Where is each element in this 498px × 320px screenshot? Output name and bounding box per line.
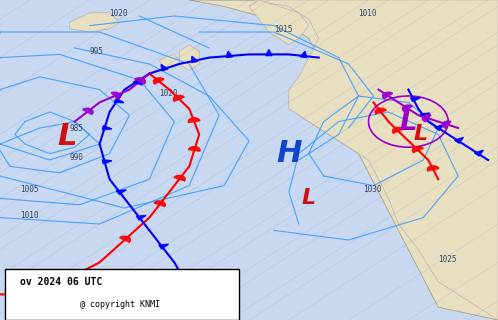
- Polygon shape: [102, 126, 112, 130]
- Text: 1010: 1010: [20, 211, 38, 220]
- Text: 1005: 1005: [20, 185, 38, 194]
- Polygon shape: [173, 95, 184, 101]
- Polygon shape: [300, 51, 307, 58]
- Text: L: L: [414, 124, 428, 144]
- Polygon shape: [159, 244, 168, 249]
- Polygon shape: [154, 201, 165, 206]
- Text: H: H: [276, 139, 302, 168]
- Polygon shape: [266, 50, 272, 56]
- Polygon shape: [111, 92, 121, 99]
- Polygon shape: [375, 108, 386, 114]
- Polygon shape: [410, 98, 420, 101]
- Polygon shape: [420, 113, 430, 117]
- Polygon shape: [35, 287, 43, 295]
- Text: 1020: 1020: [159, 89, 178, 98]
- Text: 1020: 1020: [110, 9, 128, 18]
- Polygon shape: [427, 166, 439, 171]
- Polygon shape: [71, 271, 81, 278]
- Polygon shape: [382, 92, 392, 99]
- Polygon shape: [192, 56, 198, 63]
- Text: 1030: 1030: [364, 185, 382, 194]
- Polygon shape: [182, 299, 192, 302]
- Text: 990: 990: [70, 153, 84, 162]
- Polygon shape: [442, 121, 451, 128]
- Polygon shape: [12, 291, 18, 298]
- Polygon shape: [475, 150, 484, 156]
- Polygon shape: [117, 190, 126, 194]
- Polygon shape: [402, 105, 412, 111]
- Polygon shape: [422, 115, 431, 122]
- Polygon shape: [153, 78, 164, 84]
- Polygon shape: [135, 78, 145, 84]
- Text: L: L: [302, 188, 316, 208]
- Polygon shape: [189, 0, 498, 320]
- Polygon shape: [120, 236, 130, 242]
- Polygon shape: [226, 51, 233, 58]
- Polygon shape: [70, 13, 120, 32]
- Polygon shape: [249, 0, 309, 45]
- Polygon shape: [188, 118, 200, 123]
- Polygon shape: [412, 147, 423, 153]
- Polygon shape: [209, 0, 498, 320]
- Text: L: L: [58, 122, 77, 150]
- Text: 1015: 1015: [274, 25, 292, 34]
- Polygon shape: [161, 65, 168, 71]
- Polygon shape: [455, 137, 464, 143]
- Text: @ copyright KNMI: @ copyright KNMI: [80, 300, 160, 309]
- Text: 985: 985: [70, 124, 84, 133]
- Polygon shape: [174, 175, 185, 181]
- Polygon shape: [102, 160, 112, 164]
- Polygon shape: [179, 45, 199, 70]
- Polygon shape: [114, 99, 124, 103]
- Polygon shape: [136, 215, 146, 220]
- Polygon shape: [392, 127, 403, 133]
- Text: L: L: [399, 108, 417, 136]
- Text: 1010: 1010: [359, 9, 377, 18]
- Polygon shape: [188, 147, 200, 151]
- Polygon shape: [159, 54, 179, 67]
- Text: 1025: 1025: [438, 255, 457, 264]
- Polygon shape: [83, 108, 93, 115]
- Polygon shape: [133, 79, 142, 85]
- Text: ov 2024 06 UTC: ov 2024 06 UTC: [20, 277, 102, 287]
- Polygon shape: [179, 274, 189, 277]
- Text: 995: 995: [90, 47, 104, 56]
- Polygon shape: [435, 124, 444, 130]
- FancyBboxPatch shape: [5, 269, 239, 320]
